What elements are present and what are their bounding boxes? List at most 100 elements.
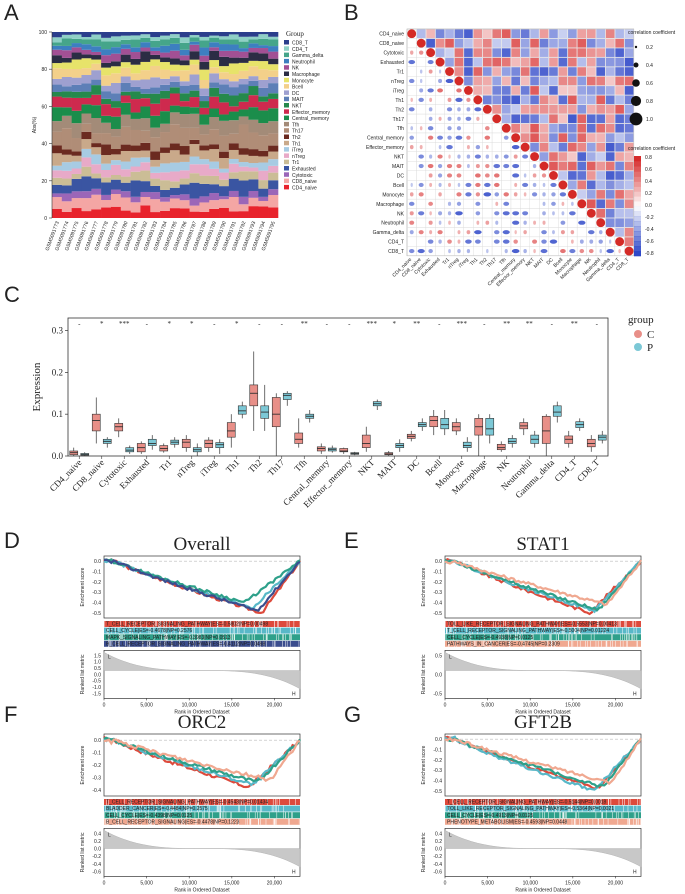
stack-segment xyxy=(101,104,112,116)
lower-ellipse xyxy=(447,201,452,206)
x-tick-label: 10,000 xyxy=(523,880,539,886)
color-legend-label: -0.2 xyxy=(645,215,654,221)
row-label: Exhausted xyxy=(380,60,404,66)
size-legend-label: 0.2 xyxy=(646,45,653,51)
upper-value-cell xyxy=(615,171,624,180)
stack-segment xyxy=(52,208,63,218)
stack-segment xyxy=(228,158,239,164)
lower-ellipse xyxy=(457,182,461,188)
stack-segment xyxy=(268,46,279,52)
upper-value-cell xyxy=(605,208,615,218)
stack-segment xyxy=(169,198,181,209)
upper-value-cell xyxy=(577,57,587,67)
color-legend-step xyxy=(634,181,641,187)
lower-ellipse xyxy=(428,69,433,74)
stack-segment xyxy=(91,79,102,86)
box-body xyxy=(147,438,157,446)
panel-f-gsea-orc2: ORC2 0.0 -0.1 -0.2 -0.3 -0.4 Enrichment score T… xyxy=(80,712,301,893)
upper-value-cell xyxy=(483,86,492,95)
lower-ellipse xyxy=(588,230,595,235)
significance-label: ** xyxy=(301,320,309,328)
x-tick-label: 5,000 xyxy=(481,702,494,708)
x-tick-label: 5,000 xyxy=(140,880,153,886)
column-label: Bcell xyxy=(552,257,564,269)
stack-segment xyxy=(101,91,112,99)
stack-segment xyxy=(110,66,122,74)
color-legend-step xyxy=(634,156,641,162)
lower-ellipse xyxy=(418,182,424,188)
upper-value-cell xyxy=(586,142,596,152)
lower-ellipse xyxy=(466,97,471,102)
stack-segment xyxy=(120,67,131,77)
diagonal-circle xyxy=(577,199,587,209)
diagonal-circle xyxy=(615,237,625,247)
stack-segment xyxy=(219,39,230,45)
lower-ellipse xyxy=(456,201,462,206)
upper-value-cell xyxy=(492,38,502,48)
stack-segment xyxy=(189,144,200,157)
stack-segment xyxy=(120,54,131,63)
upper-value-cell xyxy=(473,38,483,48)
stack-segment xyxy=(140,32,151,35)
gene-set-band xyxy=(445,812,641,819)
stack-segment xyxy=(110,73,122,83)
lower-ellipse xyxy=(579,248,585,254)
lower-ellipse xyxy=(495,201,499,206)
upper-value-cell xyxy=(605,29,615,39)
stack-segment xyxy=(81,83,92,92)
gene-set-band xyxy=(104,634,300,641)
row-label: Effector_memory xyxy=(366,145,404,151)
stack-segment xyxy=(248,66,259,77)
stack-segment xyxy=(120,114,131,127)
column-label: Th2 xyxy=(478,257,488,267)
es-tick-label: -0.1 xyxy=(92,570,101,576)
stack-segment xyxy=(258,96,269,102)
stack-segment xyxy=(258,206,269,218)
lower-ellipse xyxy=(447,126,452,131)
stack-segment xyxy=(150,199,161,213)
stack-segment xyxy=(71,161,82,169)
stack-segment xyxy=(150,93,161,104)
stack-segment xyxy=(130,52,141,59)
gene-set-label: CELL_CYCLE|ES=-0.4938|NP=0.0125 xyxy=(447,635,533,641)
upper-value-cell xyxy=(624,123,634,133)
rank-tick-label: -0.2 xyxy=(92,854,101,860)
legend-swatch xyxy=(284,121,289,127)
row-label: DC xyxy=(397,173,405,179)
gene-set-label: CELL_CYCLE|ES=-0.4398|NP=0.0125 xyxy=(106,813,192,819)
es-frame xyxy=(103,733,301,797)
panel-label-f: F xyxy=(4,702,17,727)
upper-value-cell xyxy=(568,142,577,152)
upper-value-cell xyxy=(492,29,502,39)
es-tick-label: -0.2 xyxy=(92,763,101,769)
stack-segment xyxy=(238,180,249,197)
stack-segment xyxy=(61,162,72,171)
upper-value-cell xyxy=(549,133,558,142)
stack-segment xyxy=(71,47,82,53)
stack-segment xyxy=(209,35,220,38)
es-curve xyxy=(103,738,301,783)
stack-segment xyxy=(238,196,249,205)
panel-e-gsea-stat1: STAT1 0.0 -0.1 -0.2 -0.3 -0.4 -0.5 Enrichment s… xyxy=(421,534,642,715)
upper-value-cell xyxy=(577,38,587,48)
stack-segment xyxy=(248,190,259,198)
stack-segment xyxy=(179,42,190,50)
stack-segment xyxy=(268,39,279,47)
lower-ellipse xyxy=(438,116,442,121)
stack-segment xyxy=(52,184,63,194)
rank-tick-label: -0.2 xyxy=(433,854,442,860)
upper-value-cell xyxy=(435,48,445,57)
stack-segment xyxy=(238,62,249,71)
color-legend-step xyxy=(634,186,641,192)
gene-set-band xyxy=(104,812,300,819)
rank-tick-label: 0.0 xyxy=(435,847,442,853)
gene-set-band xyxy=(445,634,641,641)
y-tick-label: 0 xyxy=(44,216,47,222)
stack-segment xyxy=(209,73,220,83)
stack-segment xyxy=(189,51,200,60)
stack-segment xyxy=(130,196,141,203)
x-tick-label: 0 xyxy=(103,880,106,886)
es-tick-label: 0.0 xyxy=(435,559,442,565)
upper-value-cell xyxy=(530,86,539,95)
lower-ellipse xyxy=(485,126,490,131)
